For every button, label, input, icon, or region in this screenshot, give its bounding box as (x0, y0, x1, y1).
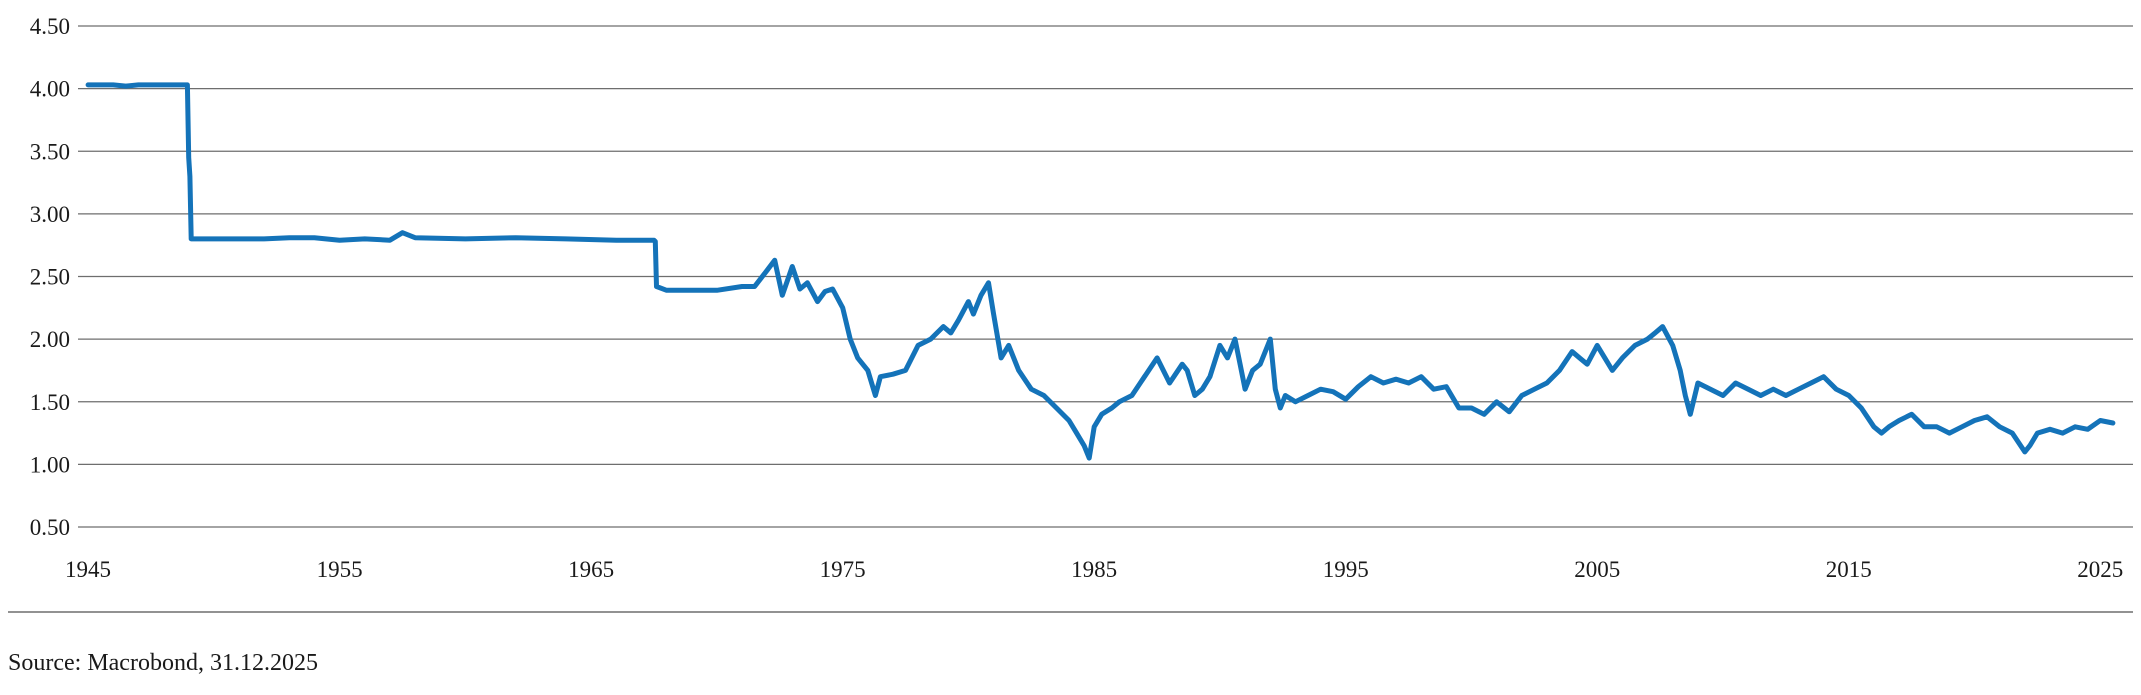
gridlines (78, 25, 2133, 528)
x-tick-label: 1945 (65, 557, 111, 582)
x-tick-label: 1985 (1071, 557, 1117, 582)
x-tick-label: 1965 (568, 557, 614, 582)
x-tick-label: 2025 (2077, 557, 2123, 582)
y-tick-label: 2.00 (30, 327, 70, 352)
x-tick-label: 1975 (820, 557, 866, 582)
y-tick-label: 4.00 (30, 77, 70, 102)
y-tick-label: 1.50 (30, 390, 70, 415)
x-tick-label: 2015 (1826, 557, 1872, 582)
x-axis-tick-labels: 1945 1955 1965 1975 1985 1995 2005 2015 2025 (65, 557, 2123, 582)
y-tick-label: 3.00 (30, 202, 70, 227)
y-tick-label: 3.50 (30, 139, 70, 164)
y-tick-label: 4.50 (30, 14, 70, 39)
y-tick-label: 2.50 (30, 265, 70, 290)
x-tick-label: 2005 (1574, 557, 1620, 582)
series-line (85, 82, 2116, 461)
y-tick-label: 1.00 (30, 452, 70, 477)
x-tick-label: 1995 (1323, 557, 1369, 582)
y-axis-tick-labels: 0.50 1.00 1.50 2.00 2.50 3.00 3.50 4.00 4.50 (30, 14, 70, 540)
y-tick-label: 0.50 (30, 515, 70, 540)
x-tick-label: 1955 (317, 557, 363, 582)
source-note: Source: Macrobond, 31.12.2025 (8, 650, 318, 676)
